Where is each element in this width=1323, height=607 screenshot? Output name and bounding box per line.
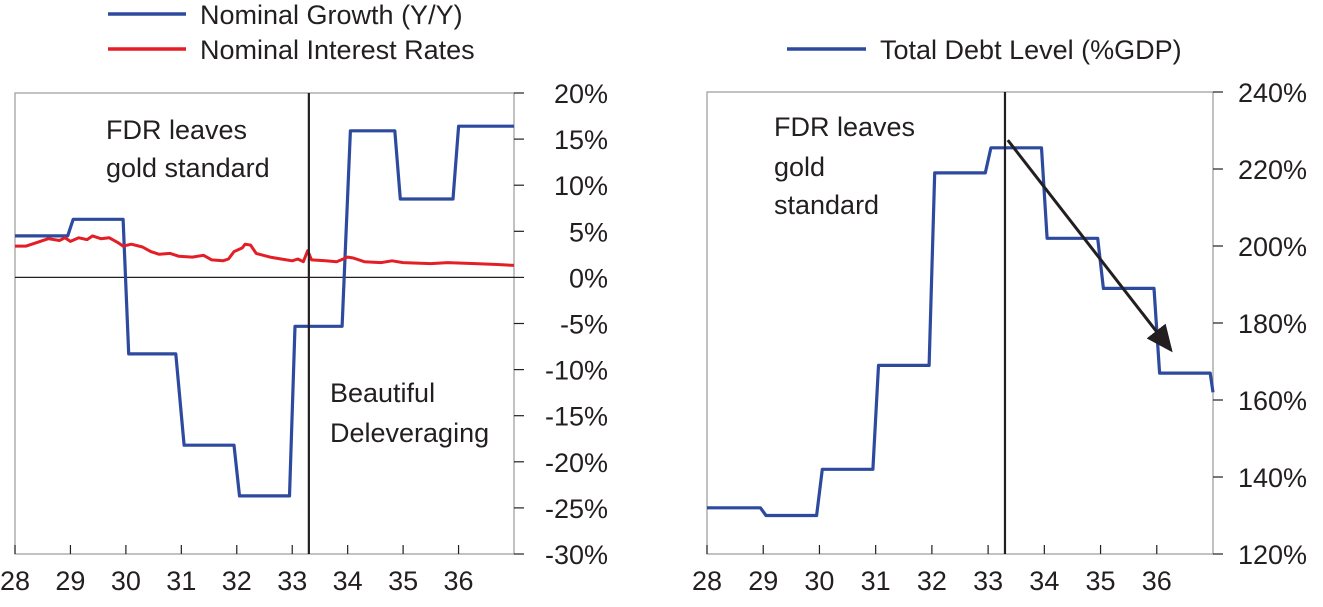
right-x-tick-label: 35	[1086, 566, 1116, 596]
right-chart: Total Debt Level (%GDP) 28 29 30 31 32 33 34 35…	[692, 35, 1307, 596]
right-y-tick-label: 120%	[1238, 540, 1307, 570]
right-y-tick-label: 160%	[1238, 386, 1307, 416]
left-x-tick-label: 30	[111, 566, 141, 596]
right-x-tick-label: 30	[804, 566, 834, 596]
right-y-tick-label: 240%	[1238, 78, 1307, 108]
right-x-tick-label: 31	[861, 566, 891, 596]
left-series-group	[15, 124, 515, 498]
left-y-tick-label: -25%	[545, 494, 608, 524]
right-series-line-0	[707, 146, 1215, 518]
left-x-tick-label: 35	[388, 566, 418, 596]
right-legend: Total Debt Level (%GDP)	[787, 35, 1182, 65]
right-x-tick-label: 28	[692, 566, 722, 596]
left-y-tick-label: -10%	[545, 356, 608, 386]
right-trend-arrow	[1006, 139, 1173, 353]
left-x-tick-label: 32	[222, 566, 252, 596]
left-y-tick-label: 20%	[554, 79, 608, 109]
right-y-tick-label: 200%	[1238, 232, 1307, 262]
left-series-line-1	[15, 234, 515, 267]
left-x-tick-label: 29	[55, 566, 85, 596]
left-annotation-fdr-line1: FDR leaves	[106, 115, 247, 145]
left-y-tick-label: -5%	[560, 310, 608, 340]
left-x-tick-label: 36	[444, 566, 474, 596]
right-annotation-fdr-line1: FDR leaves	[774, 112, 915, 142]
left-x-tick-label: 33	[277, 566, 307, 596]
right-x-tick-label: 33	[973, 566, 1003, 596]
left-axis-ticks: 28 29 30 31 32 33 34 35 36 20% 15% 10% 5% 0% -5% -10% -1…	[0, 79, 608, 596]
right-y-tick-label: 220%	[1238, 155, 1307, 185]
right-x-tick-label: 29	[748, 566, 778, 596]
right-x-tick-label: 34	[1029, 566, 1059, 596]
left-legend: Nominal Growth (Y/Y) Nominal Interest Ra…	[108, 0, 475, 65]
left-series-line-0	[15, 124, 514, 498]
left-x-tick-label: 34	[333, 566, 363, 596]
left-y-tick-label: -20%	[545, 448, 608, 478]
right-axis-ticks: 28 29 30 31 32 33 34 35 36 240% 220% 200% 180% 160% 14…	[692, 78, 1307, 596]
legend-label-total-debt: Total Debt Level (%GDP)	[880, 35, 1182, 65]
legend-label-nominal-growth: Nominal Growth (Y/Y)	[200, 0, 463, 30]
legend-label-interest-rates: Nominal Interest Rates	[200, 35, 475, 65]
left-x-tick-label: 28	[0, 566, 30, 596]
left-y-tick-label: -15%	[545, 402, 608, 432]
left-annotation-deleveraging-line2: Deleveraging	[330, 418, 489, 448]
left-y-tick-label: 5%	[569, 217, 608, 247]
left-annotation-deleveraging-line1: Beautiful	[330, 378, 435, 408]
left-y-tick-label: 10%	[554, 171, 608, 201]
left-annotation-fdr-line2: gold standard	[106, 153, 270, 183]
left-x-tick-label: 31	[166, 566, 196, 596]
right-annotation-fdr-line2: gold	[774, 152, 825, 182]
right-y-tick-label: 180%	[1238, 309, 1307, 339]
left-chart: Nominal Growth (Y/Y) Nominal Interest Ra…	[0, 0, 608, 596]
right-y-tick-label: 140%	[1238, 463, 1307, 493]
left-y-tick-label: 0%	[569, 263, 608, 293]
right-x-tick-label: 36	[1142, 566, 1172, 596]
left-y-tick-label: 15%	[554, 125, 608, 155]
right-x-tick-label: 32	[917, 566, 947, 596]
right-series-group	[707, 146, 1215, 518]
right-annotation-fdr-line3: standard	[774, 190, 879, 220]
left-y-tick-label: -30%	[545, 540, 608, 570]
